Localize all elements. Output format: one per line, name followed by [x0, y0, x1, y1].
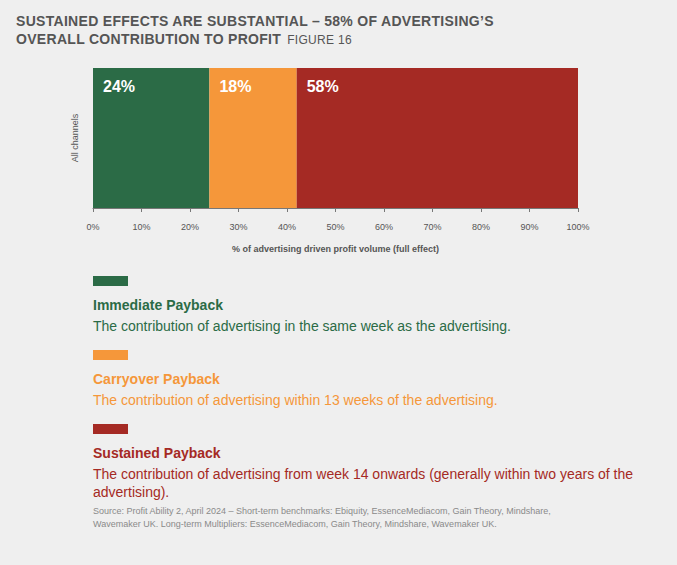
svg-text:90%: 90%: [520, 222, 538, 232]
html-text:Carryover Payback: Carryover Payback: [93, 371, 220, 387]
svg-text:40%: 40%: [278, 222, 296, 232]
svg-text:% of advertising driven profit: % of advertising driven profit volume (f…: [232, 244, 439, 254]
svg-text:20%: 20%: [181, 222, 199, 232]
html-text:The contribution of advertisin: The contribution of advertising within 1…: [93, 392, 498, 408]
svg-text:30%: 30%: [229, 222, 247, 232]
html-text:SUSTAINED EFFECTS ARE SUBSTANT: SUSTAINED EFFECTS ARE SUBSTANTIAL – 58% …: [16, 13, 494, 47]
html-text:The contribution of advertisin: The contribution of advertising in the s…: [93, 318, 511, 334]
html-text:Sustained Payback: Sustained Payback: [93, 445, 221, 461]
svg-text:58%: 58%: [307, 78, 339, 95]
svg-text:0%: 0%: [86, 222, 99, 232]
svg-text:60%: 60%: [375, 222, 393, 232]
svg-text:70%: 70%: [423, 222, 441, 232]
svg-text:50%: 50%: [326, 222, 344, 232]
svg-text:10%: 10%: [132, 222, 150, 232]
svg-text:100%: 100%: [566, 222, 589, 232]
html-text:Immediate Payback: Immediate Payback: [93, 297, 223, 313]
svg-text:80%: 80%: [472, 222, 490, 232]
html-text:Source: Profit Ability 2, Apri: Source: Profit Ability 2, April 2024 – S…: [93, 506, 551, 529]
svg-text:24%: 24%: [103, 78, 135, 95]
svg-text:All channels: All channels: [70, 113, 80, 162]
html-text:The contribution of advertisin: The contribution of advertising from wee…: [93, 466, 633, 500]
svg-text:18%: 18%: [219, 78, 251, 95]
